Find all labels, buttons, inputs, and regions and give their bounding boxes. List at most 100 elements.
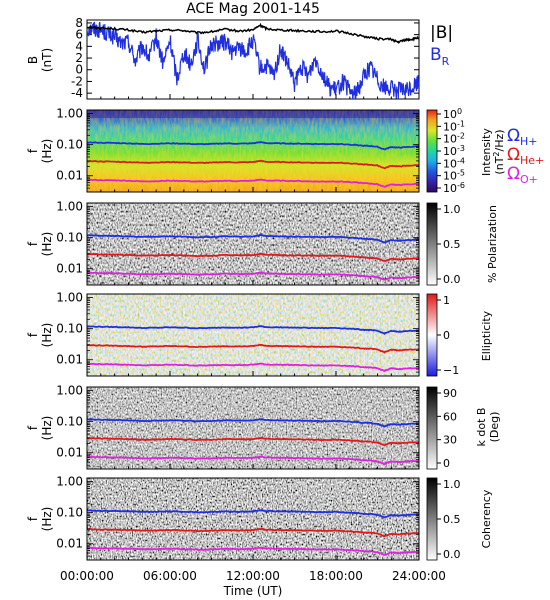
panel-ylabel: f	[26, 148, 40, 153]
ytick-label: 0.10	[56, 231, 83, 245]
colorbar-coherency-label: Coherency	[480, 489, 493, 548]
gyro-line-oplus	[87, 546, 419, 556]
ytick-label: 0.10	[56, 415, 83, 429]
panel-yunit: (Hz)	[40, 323, 54, 348]
colorbar-tick-label: 0.0	[443, 273, 461, 286]
ytick-label: 6	[75, 28, 83, 42]
gyro-label-h: ΩH+	[507, 126, 538, 148]
panel-intensity-gyro-lines	[87, 141, 419, 188]
ytick-label: 1.00	[56, 200, 83, 214]
gyro-line-oplus	[87, 455, 419, 466]
series-br-line	[87, 21, 419, 99]
colorbar-coherency-ticks: 1.0 0.5 0.0	[437, 478, 461, 561]
colorbar-tick-label: 30	[443, 434, 457, 447]
colorbar-kdotb	[426, 386, 438, 470]
gyro-line-heplus	[87, 527, 419, 538]
colorbar-tick-label: 1	[443, 294, 450, 307]
ytick-label: 1.00	[56, 384, 83, 398]
colorbar-tick-label: 10-5	[443, 169, 465, 183]
ytick-label: 0.10	[56, 138, 83, 152]
xtick-label: 06:00:00	[143, 569, 197, 583]
panel-kdotb-texture	[87, 387, 419, 469]
colorbar-tick-label: −1	[443, 364, 459, 377]
colorbar-polarization-ticks: 1.0 0.5 0.0	[437, 203, 461, 286]
panel-coherency-texture	[87, 478, 419, 560]
colorbar-tick-label: 0.5	[443, 238, 461, 251]
colorbar-intensity-label: Intensity	[480, 128, 493, 176]
gyro-line-heplus	[87, 436, 419, 447]
legend-bmag: |B|	[430, 23, 453, 43]
panel-coherency-yticks: 1.00 0.10 0.01 f (Hz)	[26, 475, 419, 561]
colorbar-kdotb-label: k dot B	[475, 408, 488, 447]
panel-intensity-texture	[87, 110, 419, 192]
colorbar-tick-label: 10-1	[443, 119, 465, 133]
ytick-label: 0.01	[56, 169, 83, 183]
colorbar-polarization-label: % Polarization	[486, 205, 499, 283]
gyro-label-he: ΩHe+	[507, 145, 544, 167]
ytick-label: 1.00	[56, 291, 83, 305]
panel-intensity-yticks: 1.00 0.10 0.01 f (Hz)	[26, 107, 419, 193]
panel-kdotb-yticks: 1.00 0.10 0.01 f (Hz)	[26, 384, 419, 470]
figure-title: ACE Mag 2001-145	[186, 1, 320, 17]
gyro-line-hplus	[87, 418, 419, 428]
gyro-line-oplus	[87, 271, 419, 281]
gyro-line-oplus	[87, 178, 419, 188]
colorbar-ellipticity-label: Ellipticity	[480, 310, 493, 361]
panel-ylabel: f	[26, 332, 40, 337]
gyro-line-hplus	[87, 141, 419, 151]
panel-yunit: (Hz)	[40, 416, 54, 441]
colorbar-tick-label: 0.5	[443, 513, 461, 526]
panel-intensity: 1.000.100.01f (Hz) 10010-110-210-310-410-…	[26, 107, 544, 195]
colorbar-tick-label: 1.0	[443, 478, 461, 491]
colorbar-tick-label: 1.0	[443, 203, 461, 216]
panel-polarization-texture	[87, 203, 419, 285]
ytick-label: 0.01	[56, 262, 83, 276]
ytick-label: -2	[71, 74, 83, 88]
panel-kdotb-gyro-lines	[87, 418, 419, 466]
panel-yunit: (Hz)	[40, 139, 54, 164]
colorbar-tick-label: 10-3	[443, 144, 465, 158]
gyro-line-heplus	[87, 252, 419, 263]
panel-ylabel: f	[26, 425, 40, 430]
ytick-label: 0.01	[56, 446, 83, 460]
ytick-label: 1.00	[56, 475, 83, 489]
ytick-label: 0.10	[56, 322, 83, 336]
ytick-label: 4	[75, 39, 83, 53]
colorbar-tick-label: 10-2	[443, 132, 465, 146]
colorbar-coherency	[426, 477, 438, 561]
panel-coherency-gyro-lines	[87, 509, 419, 556]
xtick-label: 12:00:00	[226, 569, 280, 583]
gyro-line-hplus	[87, 233, 419, 244]
colorbar-tick-label: 0.0	[443, 548, 461, 561]
colorbar-ellipticity-ticks: 1 0 −1	[437, 294, 459, 377]
panel-bfield-yunit: (nT)	[40, 48, 54, 72]
gyro-line-oplus	[87, 362, 419, 373]
series-bmag-line	[87, 22, 419, 45]
panel-ellipticity-yticks: 1.00 0.10 0.01 f (Hz)	[26, 291, 419, 377]
panel-intensity-top-band	[87, 110, 419, 118]
panel-polarization: 1.00 0.10 0.01 f (Hz) 1.0 0.5 0.0 % Polarizati…	[26, 200, 499, 286]
panel-ellipticity-texture-blue	[87, 294, 419, 376]
panel-bfield-ylabel: B	[26, 56, 40, 64]
panel-kdotb: 1.00 0.10 0.01 f (Hz) 90 60 30 0 k dot B (Deg)	[26, 384, 501, 470]
gyro-line-heplus	[87, 159, 419, 170]
panel-coherency: 1.00 0.10 0.01 f (Hz) 1.0 0.5 0.0 Coherency	[26, 475, 493, 561]
gyro-line-hplus	[87, 325, 419, 336]
xtick-label: 24:00:00	[392, 569, 446, 583]
legend-br: BR	[430, 45, 450, 68]
xtick-label: 18:00:00	[309, 569, 363, 583]
panel-ylabel: f	[26, 241, 40, 246]
colorbar-tick-label: 90	[443, 387, 457, 400]
ytick-label: 0.10	[56, 506, 83, 520]
x-axis-label: Time (UT)	[223, 584, 283, 598]
gyro-line-heplus	[87, 343, 419, 354]
panel-ellipticity-gyro-lines	[87, 325, 419, 373]
colorbar-kdotb-ticks: 90 60 30 0	[437, 387, 457, 470]
colorbar-tick-label: 60	[443, 410, 457, 423]
colorbar-tick-label: 0	[443, 457, 450, 470]
colorbar-intensity-unit: (nT2/Hz)	[492, 129, 506, 174]
